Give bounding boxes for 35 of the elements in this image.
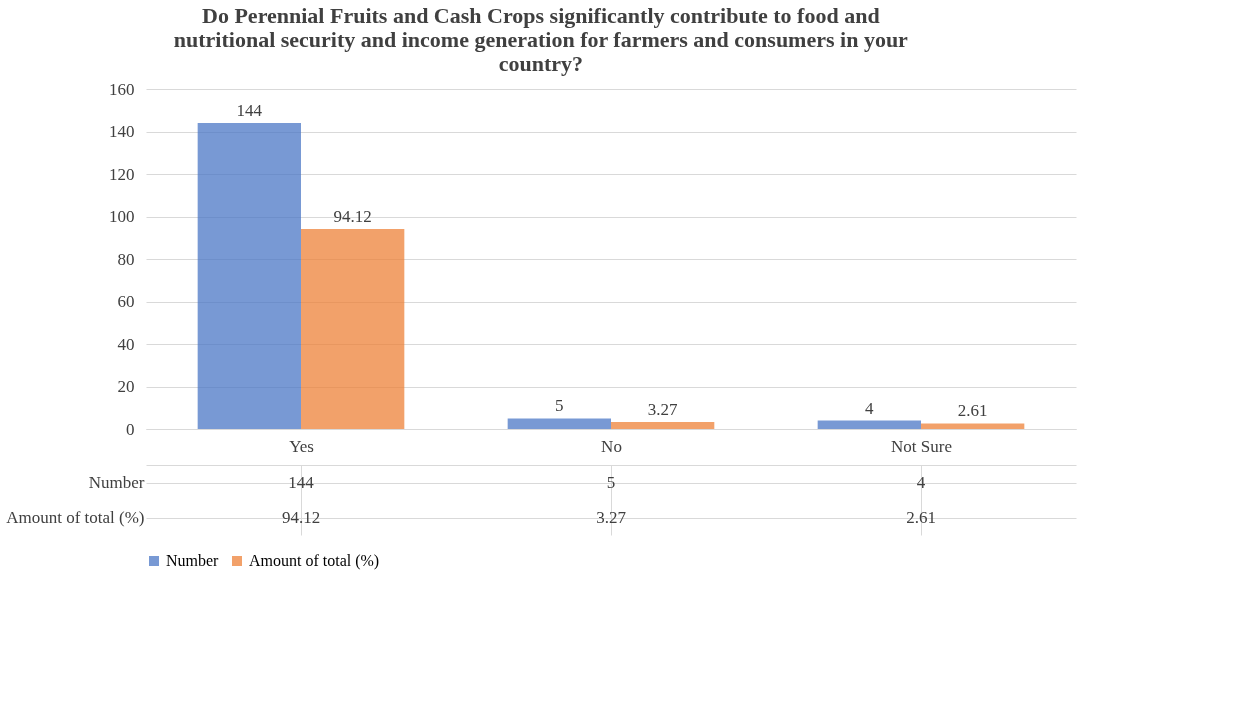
y-tick-label: 120: [109, 164, 135, 184]
bar: [197, 123, 301, 429]
x-tick-label: No: [601, 436, 622, 456]
y-tick-label: 140: [109, 122, 135, 141]
text: 5: [555, 396, 564, 416]
data-label: 4: [916, 472, 926, 492]
y-tick-label: 20: [117, 377, 135, 396]
text: Amount of total (%): [6, 508, 145, 527]
data-label: 3.27: [596, 507, 627, 527]
data-label: 144: [288, 472, 315, 492]
x-tick-label: Not Sure: [891, 436, 952, 456]
text: 144: [236, 101, 263, 120]
text: 94.12: [333, 206, 372, 226]
data-label: 5: [606, 472, 616, 492]
text: 4: [865, 398, 874, 418]
y-tick-label: 100: [109, 207, 135, 226]
text: Number: [88, 473, 145, 492]
text: 2.61: [957, 401, 988, 421]
bar: [817, 420, 921, 429]
x-tick-label: Yes: [289, 436, 314, 456]
chart-title: Do Perennial Fruits and Cash Crops significantly contribute to food and nutritional security and income generation for farmers and consumers in your country?: [173, 3, 909, 76]
y-tick-label: 160: [109, 79, 135, 99]
y-tick-label: 60: [117, 292, 135, 311]
data-label: 94.12: [281, 507, 321, 527]
data-label: 2.61: [906, 507, 936, 527]
bar: [611, 422, 715, 429]
bar: [507, 418, 611, 429]
bar: [921, 423, 1025, 429]
bar: [301, 228, 405, 429]
text: 3.27: [647, 400, 678, 420]
y-tick-label: 0: [126, 419, 135, 439]
y-tick-label: 80: [117, 249, 135, 269]
legend-label: Number: [166, 552, 220, 569]
legend-label: Amount of total (%): [249, 552, 380, 570]
y-tick-label: 40: [117, 334, 135, 354]
